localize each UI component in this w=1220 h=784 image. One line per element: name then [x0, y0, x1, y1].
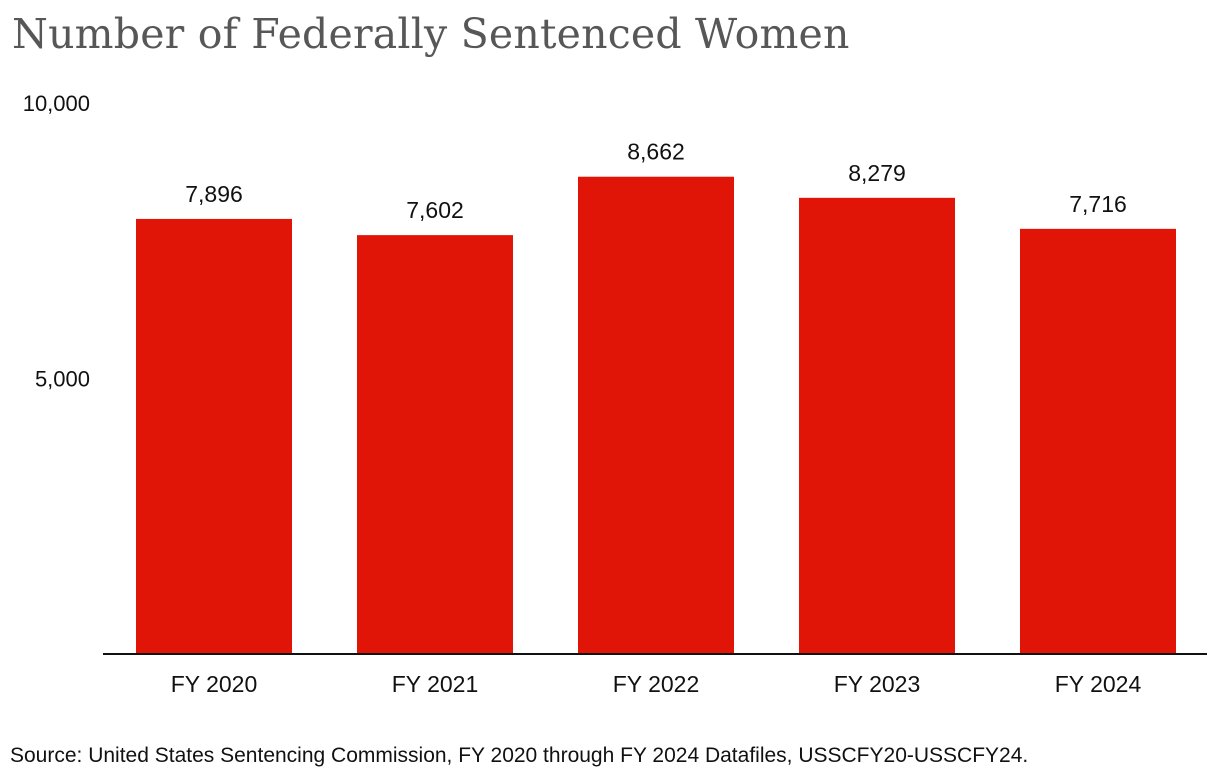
value-label: 8,662	[627, 139, 685, 165]
y-axis-ticks: 5,000 10,000	[23, 91, 90, 392]
value-label: 7,716	[1069, 191, 1127, 217]
x-tick-label: FY 2020	[171, 671, 258, 697]
chart-title: Number of Federally Sentenced Women	[12, 10, 850, 58]
y-tick-label: 5,000	[35, 367, 90, 392]
value-labels: 7,896 7,602 8,662 8,279 7,716	[185, 139, 1127, 223]
value-label: 7,602	[406, 197, 464, 223]
x-axis-ticks: FY 2020 FY 2021 FY 2022 FY 2023 FY 2024	[171, 671, 1142, 697]
source-note: Source: United States Sentencing Commiss…	[10, 744, 1029, 767]
bar	[799, 197, 955, 655]
value-label: 7,896	[185, 181, 243, 207]
bars	[136, 176, 1176, 655]
bar	[578, 176, 734, 654]
x-tick-label: FY 2022	[613, 671, 700, 697]
value-label: 8,279	[848, 160, 906, 186]
bar	[136, 218, 292, 654]
x-tick-label: FY 2024	[1055, 671, 1142, 697]
bar	[1020, 228, 1176, 655]
x-tick-label: FY 2023	[834, 671, 921, 697]
x-tick-label: FY 2021	[392, 671, 479, 697]
y-tick-label: 10,000	[23, 91, 90, 116]
bar	[357, 235, 513, 654]
